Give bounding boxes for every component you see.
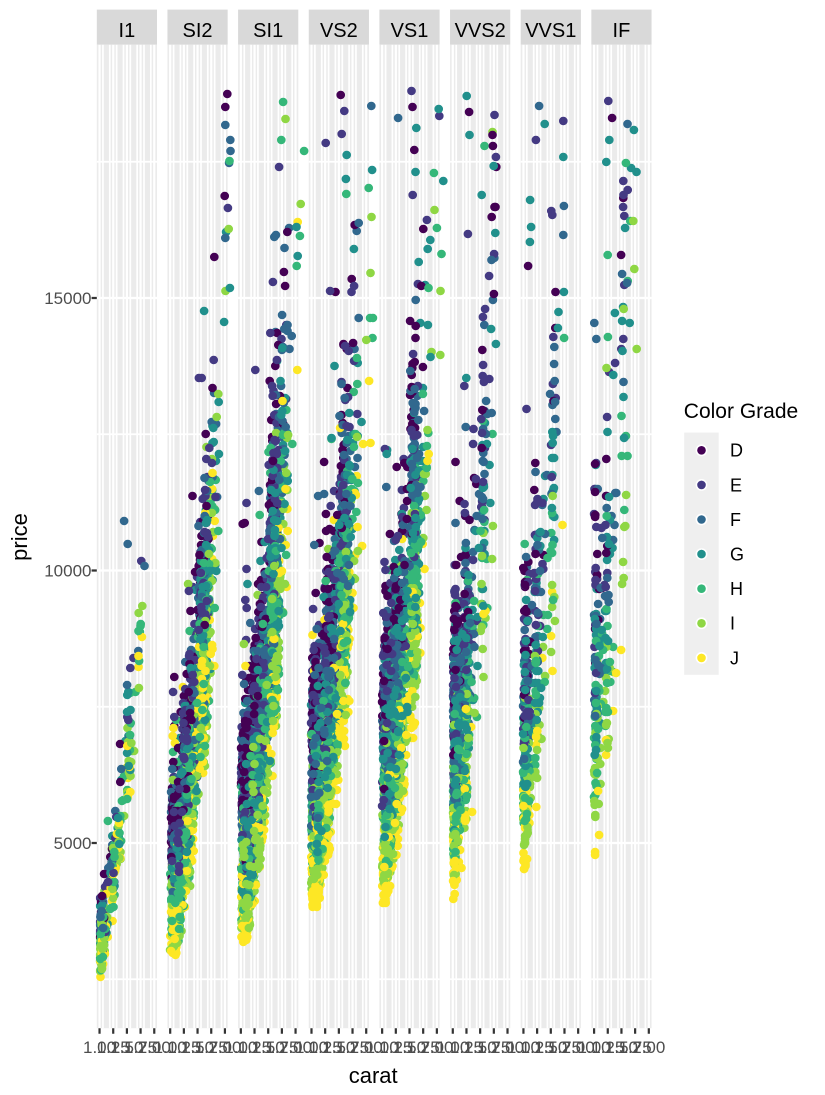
svg-text:2.00: 2.00 bbox=[632, 1038, 665, 1057]
svg-text:1.25: 1.25 bbox=[379, 1038, 412, 1057]
svg-text:10000: 10000 bbox=[44, 562, 91, 581]
svg-text:SI1: SI1 bbox=[253, 20, 283, 42]
svg-text:1.75: 1.75 bbox=[195, 1038, 228, 1057]
svg-text:1.25: 1.25 bbox=[238, 1038, 271, 1057]
svg-text:VS2: VS2 bbox=[320, 20, 358, 42]
svg-text:Color Grade: Color Grade bbox=[684, 400, 798, 423]
svg-text:1.00: 1.00 bbox=[578, 1038, 611, 1057]
svg-text:1.00: 1.00 bbox=[224, 1038, 257, 1057]
svg-text:VVS1: VVS1 bbox=[525, 20, 576, 42]
svg-text:1.50: 1.50 bbox=[393, 1038, 426, 1057]
svg-text:2.00: 2.00 bbox=[562, 1038, 595, 1057]
svg-text:1.00: 1.00 bbox=[154, 1038, 187, 1057]
svg-text:1.75: 1.75 bbox=[265, 1038, 298, 1057]
svg-text:1.00: 1.00 bbox=[83, 1038, 116, 1057]
svg-text:2.00: 2.00 bbox=[350, 1038, 383, 1057]
svg-text:1.50: 1.50 bbox=[252, 1038, 285, 1057]
svg-text:VS1: VS1 bbox=[391, 20, 429, 42]
svg-text:1.25: 1.25 bbox=[97, 1038, 130, 1057]
svg-text:1.25: 1.25 bbox=[591, 1038, 624, 1057]
svg-text:IF: IF bbox=[613, 20, 631, 42]
svg-text:carat: carat bbox=[349, 1063, 398, 1088]
svg-text:1.00: 1.00 bbox=[295, 1038, 328, 1057]
svg-text:1.75: 1.75 bbox=[548, 1038, 581, 1057]
svg-text:E: E bbox=[730, 475, 742, 495]
svg-text:H: H bbox=[730, 579, 743, 599]
svg-text:2.00: 2.00 bbox=[208, 1038, 241, 1057]
svg-text:1.75: 1.75 bbox=[336, 1038, 369, 1057]
svg-text:2.00: 2.00 bbox=[279, 1038, 312, 1057]
svg-text:1.00: 1.00 bbox=[366, 1038, 399, 1057]
svg-text:G: G bbox=[730, 545, 744, 565]
svg-text:1.75: 1.75 bbox=[124, 1038, 157, 1057]
svg-text:1.50: 1.50 bbox=[181, 1038, 214, 1057]
svg-text:2.00: 2.00 bbox=[138, 1038, 171, 1057]
svg-text:1.50: 1.50 bbox=[464, 1038, 497, 1057]
svg-text:2.00: 2.00 bbox=[491, 1038, 524, 1057]
svg-text:VVS2: VVS2 bbox=[455, 20, 506, 42]
svg-text:1.50: 1.50 bbox=[110, 1038, 143, 1057]
svg-text:I: I bbox=[730, 614, 735, 634]
svg-text:1.25: 1.25 bbox=[521, 1038, 554, 1057]
svg-text:price: price bbox=[7, 513, 32, 561]
svg-text:1.50: 1.50 bbox=[534, 1038, 567, 1057]
svg-text:5000: 5000 bbox=[54, 834, 92, 853]
svg-text:15000: 15000 bbox=[44, 289, 91, 308]
svg-text:F: F bbox=[730, 510, 741, 530]
svg-text:I1: I1 bbox=[119, 20, 136, 42]
svg-text:1.00: 1.00 bbox=[436, 1038, 469, 1057]
svg-text:J: J bbox=[730, 648, 739, 668]
svg-text:1.75: 1.75 bbox=[407, 1038, 440, 1057]
svg-text:2.00: 2.00 bbox=[420, 1038, 453, 1057]
svg-text:1.50: 1.50 bbox=[322, 1038, 355, 1057]
svg-text:1.25: 1.25 bbox=[167, 1038, 200, 1057]
svg-text:1.75: 1.75 bbox=[619, 1038, 652, 1057]
svg-text:1.00: 1.00 bbox=[507, 1038, 540, 1057]
svg-text:SI2: SI2 bbox=[183, 20, 213, 42]
svg-text:1.25: 1.25 bbox=[309, 1038, 342, 1057]
svg-text:1.50: 1.50 bbox=[605, 1038, 638, 1057]
svg-text:1.25: 1.25 bbox=[450, 1038, 483, 1057]
svg-text:1.75: 1.75 bbox=[477, 1038, 510, 1057]
svg-text:D: D bbox=[730, 441, 743, 461]
